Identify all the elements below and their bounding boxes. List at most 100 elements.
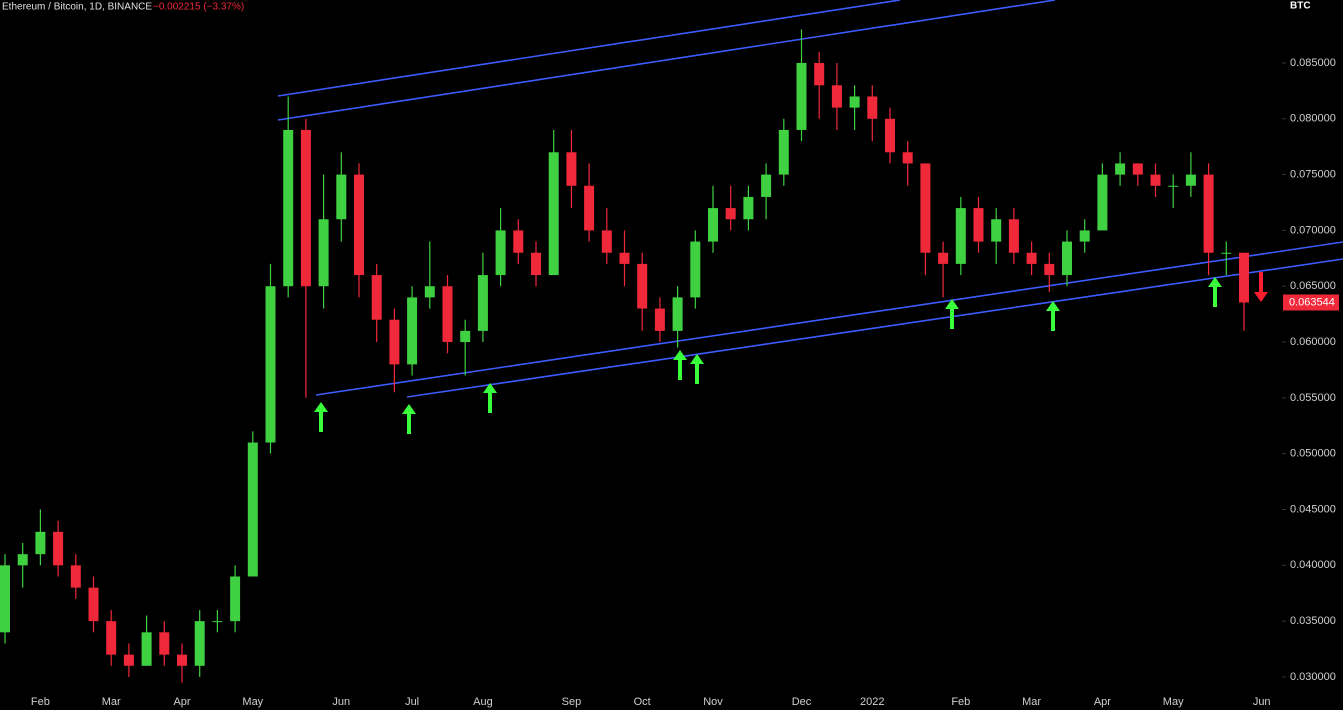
y-tick-label: 0.075000: [1290, 169, 1336, 181]
candle-body: [300, 129, 311, 287]
x-tick-label: Jun: [332, 696, 350, 708]
up-arrow: [402, 404, 416, 434]
candle-body: [1026, 252, 1037, 264]
candle-body: [0, 565, 10, 633]
channel-line: [315, 241, 1343, 396]
x-tick-label: Dec: [792, 696, 812, 708]
candle-body: [814, 62, 825, 86]
candle-body: [265, 286, 276, 443]
candle-body: [725, 208, 736, 220]
candle-body: [495, 230, 506, 276]
candle-body: [1239, 252, 1249, 303]
x-tick-label: Apr: [173, 696, 190, 708]
candle-body: [35, 531, 46, 555]
x-tick-label: 2022: [860, 696, 884, 708]
candle-body: [1150, 174, 1161, 186]
candle-body: [619, 252, 630, 264]
candle-body: [849, 96, 860, 108]
x-tick-label: Mar: [1022, 696, 1041, 708]
candle-body: [955, 208, 966, 264]
x-tick-label: Jul: [405, 696, 419, 708]
candle-body: [389, 319, 400, 365]
candle-body: [88, 587, 99, 622]
candle-body: [70, 565, 81, 588]
y-tick-label: 0.065000: [1290, 280, 1336, 292]
candle-body: [318, 219, 329, 287]
x-tick-label: Jun: [1253, 696, 1271, 708]
candle-body: [1115, 163, 1126, 175]
candle-body: [141, 632, 152, 666]
candle-body: [1221, 252, 1232, 254]
candle-body: [460, 330, 471, 343]
candle-body: [991, 219, 1002, 242]
candle-body: [867, 96, 878, 119]
candle-body: [920, 163, 931, 253]
x-tick-label: Aug: [473, 696, 493, 708]
y-tick-label: 0.050000: [1290, 448, 1336, 460]
x-tick-label: Feb: [951, 696, 970, 708]
candle-body: [1079, 230, 1090, 242]
up-arrow: [945, 299, 959, 329]
candle-body: [17, 554, 28, 566]
candle-body: [177, 654, 187, 666]
up-arrow: [673, 350, 687, 380]
candle-body: [654, 308, 665, 331]
candle-body: [212, 621, 223, 623]
candle-body: [938, 252, 949, 264]
candle-body: [53, 531, 64, 566]
candle-body: [761, 174, 772, 197]
candle-body: [283, 129, 294, 287]
candle-body: [336, 174, 347, 220]
candle-body: [1168, 185, 1179, 187]
candle-body: [672, 297, 683, 331]
candle-body: [354, 174, 364, 276]
chart-title: Ethereum / Bitcoin, 1D, BINANCE: [2, 2, 152, 13]
candle-body: [584, 185, 595, 231]
candle-body: [1044, 263, 1055, 276]
candle-body: [973, 208, 984, 242]
candle-body: [831, 85, 842, 108]
channel-line: [277, 0, 1056, 121]
candle-body: [1185, 174, 1196, 186]
candle-body: [743, 196, 754, 220]
candle-body: [548, 152, 559, 276]
y-tick-label: 0.030000: [1290, 671, 1336, 683]
price-tag: [1283, 294, 1339, 311]
y-tick-label: 0.070000: [1290, 224, 1336, 236]
candle-body: [690, 241, 701, 298]
x-tick-label: Mar: [102, 696, 121, 708]
up-arrow: [690, 354, 704, 384]
candle-body: [601, 230, 612, 253]
candle-body: [159, 632, 170, 655]
y-tick-label: 0.085000: [1290, 57, 1336, 69]
channel-lines: [277, 0, 1343, 398]
channel-line: [277, 0, 901, 97]
candle-body: [513, 230, 524, 253]
change-label: −0.002215 (−3.37%): [153, 2, 244, 13]
candle-body: [778, 129, 789, 175]
up-arrow: [1208, 277, 1222, 307]
x-tick-label: Feb: [31, 696, 50, 708]
candle-body: [424, 286, 435, 298]
up-arrow: [483, 383, 497, 413]
candle-body: [371, 275, 382, 320]
candle-body: [796, 62, 807, 130]
x-tick-label: May: [1163, 696, 1184, 708]
candle-body: [1008, 219, 1019, 253]
x-tick-label: Sep: [562, 696, 582, 708]
x-tick-label: May: [242, 696, 263, 708]
down-arrow: [1254, 272, 1268, 302]
channel-line: [406, 258, 1343, 398]
y-tick-label: 0.060000: [1290, 336, 1336, 348]
candle-body: [902, 152, 913, 164]
candle-body: [123, 654, 134, 666]
candle-body: [442, 286, 453, 343]
candle-body: [1203, 174, 1214, 253]
candle-body: [885, 118, 895, 153]
candle-body: [1062, 241, 1072, 276]
price-tag-label: 0.063544: [1289, 296, 1335, 308]
x-tick-label: Oct: [634, 696, 651, 708]
y-tick-label: 0.045000: [1290, 503, 1336, 515]
y-tick-label: 0.040000: [1290, 559, 1336, 571]
